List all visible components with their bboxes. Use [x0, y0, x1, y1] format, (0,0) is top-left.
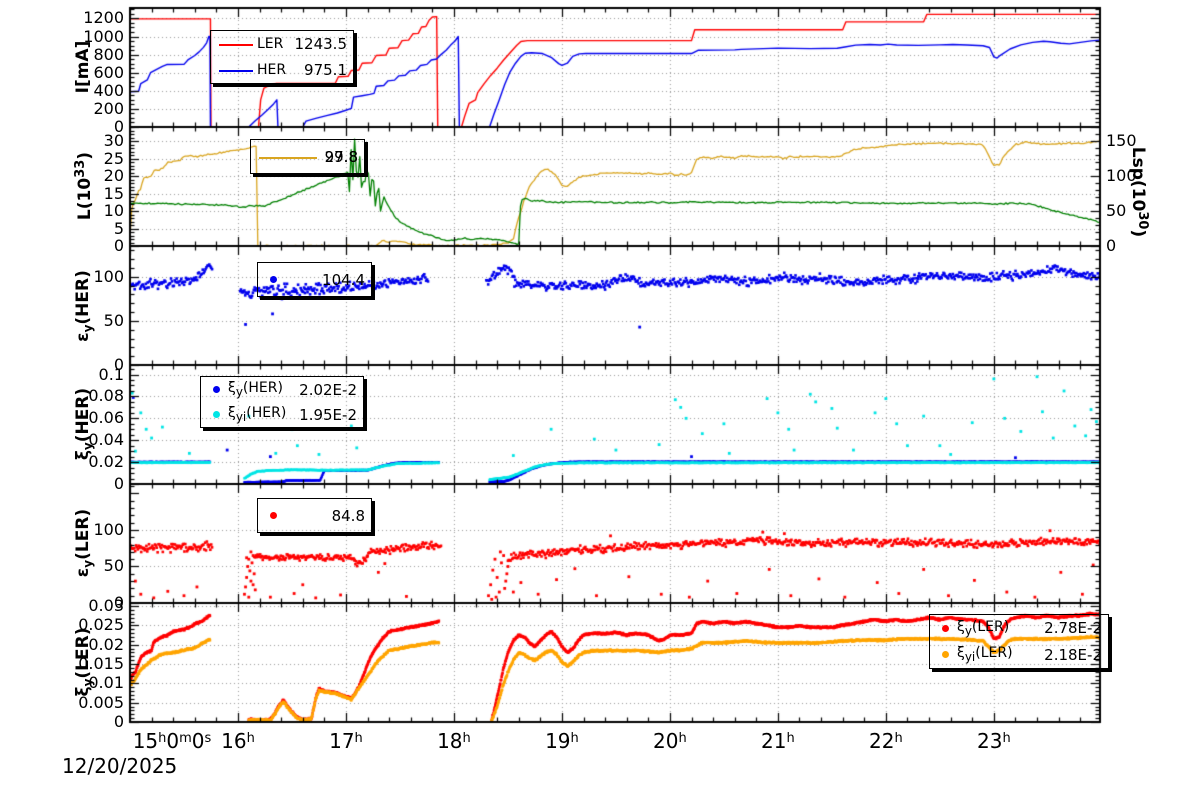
axis-title-luminosity: L(1033): [73, 151, 95, 221]
axis-title-xiy-her: ξy(HER): [73, 387, 95, 461]
legend-box-4: 84.8: [257, 498, 372, 533]
y-tick-label: 0.01: [88, 673, 124, 693]
legend-value: 104.4: [322, 270, 365, 289]
y-tick-label: 5: [113, 218, 124, 238]
y-tick-label: 100: [93, 266, 124, 286]
legend-value: 2.78E-2: [1044, 619, 1102, 638]
legend-label: ξy(HER): [228, 380, 283, 399]
y-tick-label: 0: [113, 117, 124, 136]
y-tick-label: 50: [103, 310, 124, 330]
y-tick-label: 10: [103, 201, 124, 220]
y-tick-label-right: 0: [1106, 236, 1117, 255]
legend-row: ξyi(LER) 2.18E-2: [930, 642, 1108, 669]
legend-row: 84.8: [258, 499, 371, 532]
y-tick-label: 0.06: [88, 408, 124, 428]
legend-value: 84.8: [331, 506, 365, 525]
legend-row: ξy(HER) 2.02E-2: [201, 377, 363, 402]
axis-title-xiy-ler: ξy(LER): [73, 627, 95, 697]
y-tick-label-right: 100: [1106, 166, 1137, 185]
y-tick-label-right: 50: [1106, 201, 1127, 220]
y-tick-label: 0.08: [88, 386, 124, 406]
legend-row: LER 1243.5: [211, 31, 353, 57]
legend-dot-marker: [213, 411, 220, 418]
y-tick-label: 15: [103, 183, 124, 203]
legend-box-1: 27.8 99.8: [250, 139, 365, 174]
x-tick-label: 18h: [437, 729, 471, 753]
y-tick-label: 400: [93, 80, 124, 100]
y-tick-label: 0.02: [88, 452, 124, 472]
axis-title-right: Lsp(1030): [1128, 146, 1150, 238]
y-tick-label: 0.025: [78, 615, 124, 635]
legend-box-5: ξy(LER) 2.78E-2 ξyi(LER) 2.18E-2: [929, 614, 1109, 669]
legend-label: ξyi(LER): [957, 645, 1013, 665]
legend-value: 1243.5: [294, 35, 348, 53]
legend-value: 975.1: [304, 61, 347, 79]
axis-title-ey-ler: εy(LER): [73, 508, 95, 578]
x-tick-label: 16h: [221, 729, 255, 753]
legend-row: 99.8: [251, 140, 364, 173]
legend-dot-marker: [270, 512, 277, 519]
axis-title-ey-her: εy(HER): [73, 270, 95, 342]
legend-line-marker: [219, 44, 253, 46]
x-tick-label: 21h: [761, 729, 795, 753]
legend-value: 2.02E-2: [299, 380, 357, 399]
x-tick-label: 23h: [976, 729, 1011, 753]
legend-dot-marker: [942, 651, 949, 659]
x-tick-label: 22h: [869, 729, 903, 753]
axis-title-beam-current: I[mA]: [73, 40, 93, 94]
legend-box-3: ξy(HER) 2.02E-2 ξyi(HER) 1.95E-2: [200, 376, 364, 428]
legend-value: 2.18E-2: [1044, 645, 1102, 664]
y-tick-label: 0: [113, 236, 124, 255]
legend-row: ξyi(HER) 1.95E-2: [201, 402, 363, 427]
y-tick-label: 50: [103, 556, 124, 576]
legend-dot-marker: [942, 624, 949, 632]
y-tick-label: 0.02: [88, 634, 124, 654]
y-tick-label: 1000: [83, 26, 124, 46]
x-tick-label: 20h: [653, 729, 687, 753]
y-tick-label: 0: [113, 712, 124, 731]
x-tick-label: 15h0m0s: [132, 729, 212, 753]
legend-row: 104.4: [258, 263, 371, 296]
legend-dot-marker: [270, 276, 277, 283]
legend-line-marker: [219, 70, 253, 72]
y-tick-label: 100: [93, 519, 124, 539]
date-label: 12/20/2025: [62, 754, 178, 778]
legend-label: LER: [257, 36, 284, 52]
legend-row: HER 975.1: [211, 57, 353, 83]
y-tick-label: 0.04: [88, 430, 124, 450]
y-tick-label: 1200: [83, 8, 124, 28]
y-tick-label-right: 150: [1106, 131, 1137, 150]
y-tick-label: 0.015: [78, 654, 124, 674]
legend-label: ξy(LER): [957, 618, 1010, 638]
y-tick-label: 0: [113, 474, 124, 493]
y-tick-label: 0.03: [88, 596, 124, 616]
y-tick-label: 0: [113, 593, 124, 612]
y-tick-label: 0.1: [98, 364, 124, 384]
y-tick-label: 0: [113, 355, 124, 374]
legend-box-0: LER 1243.5 HER 975.1: [210, 30, 354, 84]
y-tick-label: 20: [103, 166, 124, 185]
legend-value: 27.8: [324, 147, 358, 166]
x-tick-label: 17h: [329, 729, 363, 753]
y-tick-label: 0.005: [78, 692, 124, 712]
legend-row: ξy(LER) 2.78E-2: [930, 615, 1108, 642]
y-tick-label: 30: [103, 131, 124, 150]
legend-box-2: 104.4: [257, 262, 372, 297]
x-tick-label: 19h: [545, 729, 579, 753]
legend-label: ξyi(HER): [228, 405, 287, 424]
legend-line-marker: [259, 156, 317, 159]
legend-value: 1.95E-2: [299, 405, 357, 424]
y-tick-label: 600: [93, 62, 124, 82]
legend-dot-marker: [213, 386, 220, 393]
y-tick-label: 800: [93, 44, 124, 64]
legend-label: HER: [257, 62, 287, 78]
y-tick-label: 25: [103, 148, 124, 168]
legend-value: 99.8: [324, 147, 358, 166]
y-tick-label: 200: [93, 98, 124, 118]
